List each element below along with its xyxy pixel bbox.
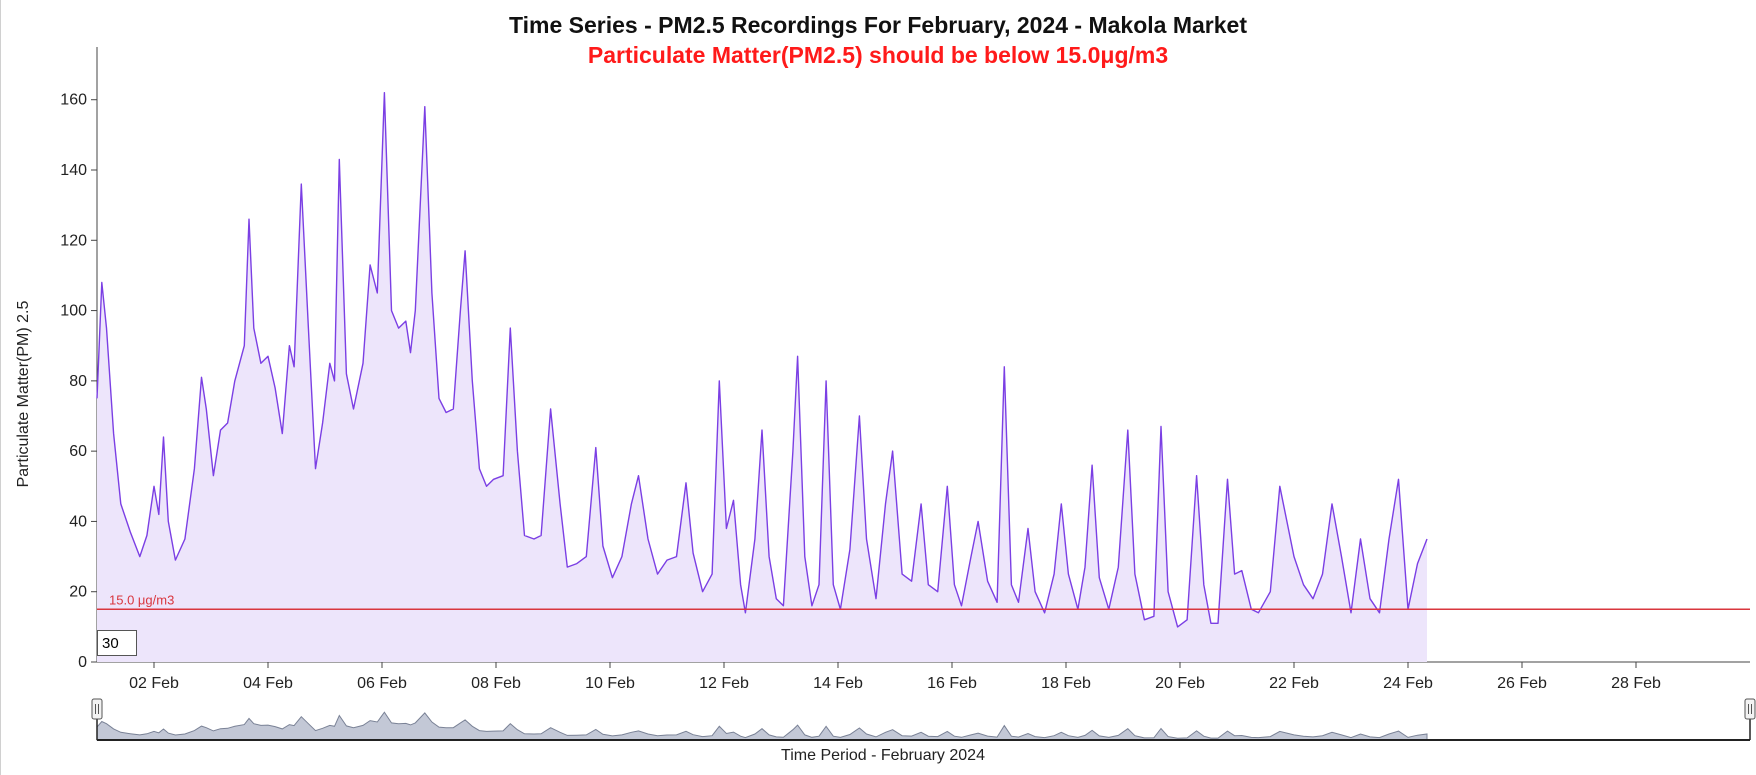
plot-area: 0 20 40 60 80 100 120 140 160 02 Feb 04 Feb 06 Feb 0… bbox=[60, 47, 1750, 692]
x-tick-label: 18 Feb bbox=[1041, 675, 1091, 692]
series-area bbox=[97, 92, 1427, 662]
navigator-left-handle-grip[interactable] bbox=[91, 698, 103, 720]
x-tick-label: 14 Feb bbox=[813, 675, 863, 692]
y-tick-label: 160 bbox=[60, 92, 87, 109]
x-tick-label: 16 Feb bbox=[927, 675, 977, 692]
x-tick-label: 04 Feb bbox=[243, 675, 293, 692]
y-tick-label: 120 bbox=[60, 232, 87, 249]
y-tick-label: 0 bbox=[78, 654, 87, 671]
y-tick-label: 40 bbox=[69, 513, 87, 530]
y-tick-label: 20 bbox=[69, 584, 87, 601]
x-tick-label: 20 Feb bbox=[1155, 675, 1205, 692]
y-tick-label: 80 bbox=[69, 373, 87, 390]
y-tick-label: 100 bbox=[60, 303, 87, 320]
x-tick-label: 28 Feb bbox=[1611, 675, 1661, 692]
x-tick-label: 26 Feb bbox=[1497, 675, 1547, 692]
x-tick-label: 22 Feb bbox=[1269, 675, 1319, 692]
threshold-label: 15.0 μg/m3 bbox=[109, 592, 174, 607]
chart-title: Time Series - PM2.5 Recordings For Febru… bbox=[509, 12, 1247, 38]
navigator-right-handle-grip[interactable] bbox=[1744, 698, 1756, 720]
navigator-area bbox=[96, 711, 1428, 741]
y-tick-label: 140 bbox=[60, 162, 87, 179]
x-tick-label: 08 Feb bbox=[471, 675, 521, 692]
x-tick-label: 24 Feb bbox=[1383, 675, 1433, 692]
page-left-border bbox=[0, 0, 1, 775]
navigator-left-handle[interactable] bbox=[91, 698, 103, 720]
series-line[interactable] bbox=[96, 92, 1428, 628]
y-axis-label: Particulate Matter(PM) 2.5 bbox=[15, 301, 32, 488]
navigator-right-handle[interactable] bbox=[1744, 698, 1756, 720]
x-tick-label: 02 Feb bbox=[129, 675, 179, 692]
navigator[interactable] bbox=[91, 698, 1756, 741]
y-tick-label: 60 bbox=[69, 443, 87, 460]
x-tick-label: 06 Feb bbox=[357, 675, 407, 692]
x-tick-label: 10 Feb bbox=[585, 675, 635, 692]
x-axis-label: Time Period - February 2024 bbox=[781, 747, 985, 764]
rolling-period-input[interactable] bbox=[97, 630, 137, 656]
chart-subtitle: Particulate Matter(PM2.5) should be belo… bbox=[588, 42, 1168, 68]
x-tick-label: 12 Feb bbox=[699, 675, 749, 692]
